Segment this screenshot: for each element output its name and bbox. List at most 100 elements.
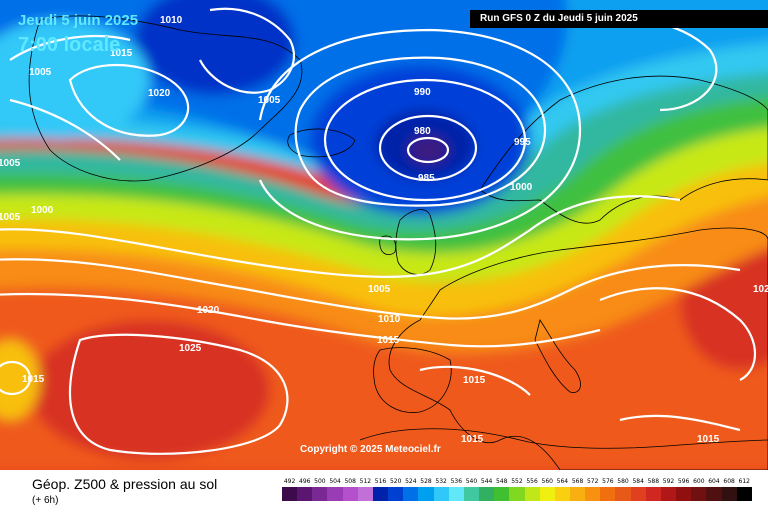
isobar-label: 1025 — [179, 343, 202, 354]
scale-label: 596 — [677, 478, 690, 485]
scale-label: 604 — [708, 478, 720, 485]
isobar-label: 1015 — [377, 335, 400, 346]
scale-label: 612 — [738, 478, 750, 485]
scale-label: 544 — [480, 478, 493, 485]
model-run-label: Run GFS 0 Z du Jeudi 5 juin 2025 — [470, 10, 768, 28]
scale-swatch — [403, 487, 419, 501]
isobar-labels: 990 980 985 995 1000 1005 1010 1015 1020… — [0, 15, 768, 445]
color-scale-bar — [282, 487, 752, 501]
scale-label: 608 — [723, 478, 735, 485]
isobar-label: 1015 — [110, 48, 133, 59]
scale-swatch — [569, 487, 586, 501]
forecast-date: Jeudi 5 juin 2025 — [18, 12, 139, 29]
scale-swatch — [660, 487, 677, 501]
isobar-label: 995 — [514, 137, 531, 148]
scale-swatch — [539, 487, 555, 501]
scale-label: 560 — [541, 478, 553, 485]
map-title: Géop. Z500 & pression au sol — [32, 476, 218, 492]
scale-swatch — [615, 487, 631, 501]
scale-swatch — [509, 487, 525, 501]
isobar-label: 1020 — [148, 88, 171, 99]
scale-swatch — [479, 487, 495, 501]
scale-swatch — [524, 487, 540, 501]
scale-swatch — [645, 487, 661, 501]
isobar-label: 990 — [414, 87, 431, 98]
scale-swatch — [448, 487, 464, 501]
scale-label: 504 — [329, 478, 341, 485]
scale-label: 492 — [283, 478, 296, 485]
coastlines — [28, 15, 768, 470]
isobar-label: 102 — [753, 284, 768, 295]
scale-swatch — [585, 487, 601, 501]
scale-swatch — [721, 487, 737, 501]
isobar-label: 1000 — [510, 182, 533, 193]
isobar-label: 1005 — [0, 212, 21, 223]
isobar-label: 1015 — [697, 434, 720, 445]
legend-footer: Géop. Z500 & pression au sol (+ 6h) 492 4… — [0, 470, 768, 512]
scale-label: 528 — [420, 478, 432, 485]
scale-swatch — [676, 487, 692, 501]
copyright-text: Copyright © 2025 Meteociel.fr — [300, 444, 441, 455]
scale-swatch — [297, 487, 313, 501]
scale-swatch — [494, 487, 510, 501]
scale-label: 568 — [571, 478, 584, 485]
isobar-label: 1015 — [461, 434, 484, 445]
scale-swatch — [463, 487, 480, 501]
isobar-label: 1010 — [378, 314, 401, 325]
scale-label: 592 — [662, 478, 675, 485]
scale-swatch — [418, 487, 434, 501]
scale-label: 520 — [389, 478, 402, 485]
scale-swatch — [388, 487, 404, 501]
isobar-label: 1005 — [0, 158, 21, 169]
scale-label: 536 — [450, 478, 463, 485]
scale-label: 516 — [374, 478, 387, 485]
scale-label: 508 — [344, 478, 356, 485]
scale-label: 588 — [647, 478, 660, 485]
scale-label: 548 — [496, 478, 508, 485]
scale-swatch — [357, 487, 373, 501]
isobars — [0, 7, 756, 455]
isobar-label: 985 — [418, 173, 435, 184]
color-scale-labels: 492 496 500 504 508 512 516 520 524 528 532 536 540 5… — [282, 478, 752, 485]
scale-swatch — [630, 487, 646, 501]
isobar-label: 1005 — [258, 95, 281, 106]
scale-swatch — [327, 487, 343, 501]
scale-swatch — [736, 487, 752, 501]
color-scale: 492 496 500 504 508 512 516 520 524 528 532 536 540 5… — [282, 478, 752, 501]
isobar-label: 1005 — [29, 67, 52, 78]
scale-label: 524 — [405, 478, 417, 485]
isobar-label: 1000 — [31, 205, 54, 216]
scale-swatch — [691, 487, 707, 501]
isobar-label: 1015 — [463, 375, 486, 386]
isobar-label: 980 — [414, 126, 431, 137]
scale-label: 580 — [617, 478, 629, 485]
isobar-label: 1005 — [368, 284, 391, 295]
scale-swatch — [342, 487, 358, 501]
scale-label: 564 — [556, 478, 569, 485]
isobar-label: 1010 — [160, 15, 183, 26]
scale-label: 532 — [435, 478, 447, 485]
isobar-label: 1020 — [197, 305, 220, 316]
scale-label: 552 — [511, 478, 523, 485]
scale-swatch — [706, 487, 722, 501]
scale-swatch — [433, 487, 449, 501]
scale-label: 496 — [299, 478, 311, 485]
scale-swatch — [312, 487, 328, 501]
scale-label: 576 — [602, 478, 614, 485]
scale-swatch — [554, 487, 570, 501]
weather-map: 990 980 985 995 1000 1005 1010 1015 1020… — [0, 0, 768, 470]
scale-label: 584 — [632, 478, 644, 485]
map-subtitle: (+ 6h) — [32, 495, 59, 506]
scale-label: 556 — [526, 478, 538, 485]
scale-label: 500 — [314, 478, 326, 485]
scale-label: 512 — [359, 478, 372, 485]
scale-label: 600 — [693, 478, 705, 485]
scale-swatch — [600, 487, 616, 501]
scale-label: 540 — [465, 478, 478, 485]
scale-swatch — [282, 487, 298, 501]
geopotential-field: 990 980 985 995 1000 1005 1010 1015 1020… — [0, 0, 768, 470]
scale-label: 572 — [586, 478, 599, 485]
scale-swatch — [372, 487, 389, 501]
isobar-label: 1015 — [22, 374, 45, 385]
forecast-time: 7:00 locale — [18, 34, 121, 56]
